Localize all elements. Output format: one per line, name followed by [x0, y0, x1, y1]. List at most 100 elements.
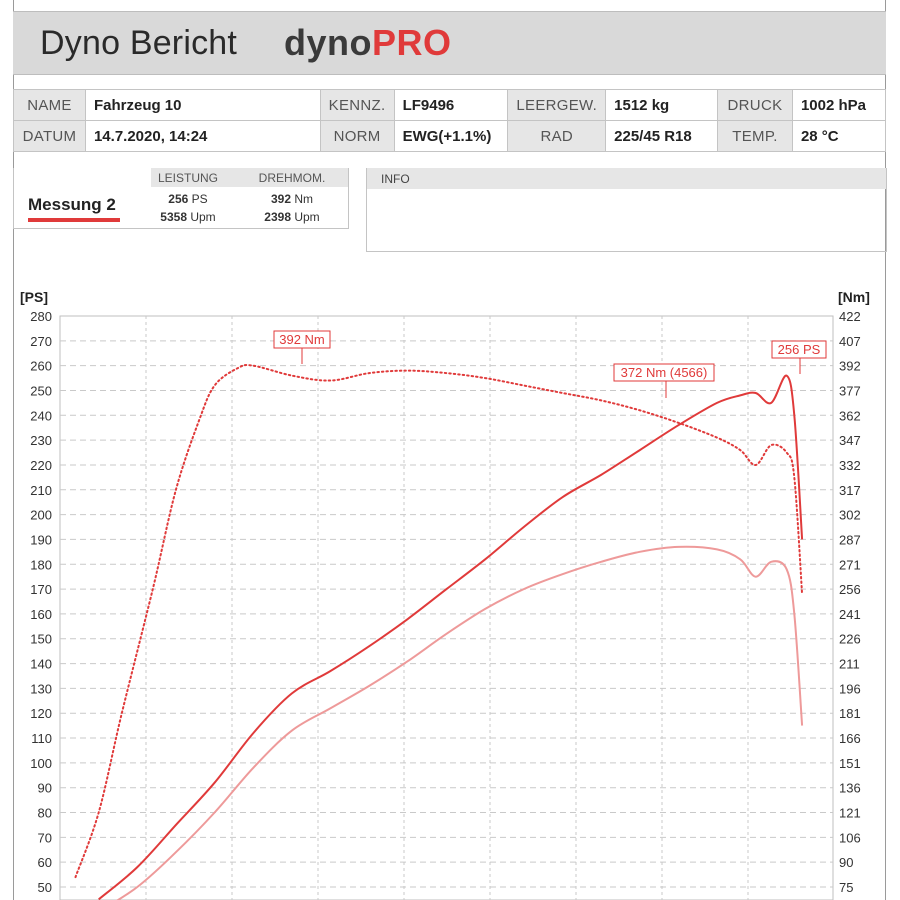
meta-value: 28 °C — [791, 120, 887, 152]
left-tick-label: 210 — [30, 483, 52, 498]
meta-value: 1002 hPa — [791, 89, 887, 121]
left-tick-label: 280 — [30, 309, 52, 324]
right-tick-label: 377 — [839, 383, 861, 398]
left-tick-label: 150 — [30, 632, 52, 647]
right-tick-label: 75 — [839, 880, 853, 895]
torque-rpm-unit: Upm — [294, 210, 320, 224]
measurement-summary: LEISTUNG DREHMOM. Messung 2 256 PS 5358 … — [13, 168, 349, 229]
right-tick-label: 287 — [839, 532, 861, 547]
torque-curve — [74, 364, 804, 879]
right-tick-label: 256 — [839, 582, 861, 597]
power-value: 256 PS — [154, 192, 222, 206]
power-column-header: LEISTUNG — [157, 171, 218, 185]
left-tick-label: 240 — [30, 408, 52, 423]
torque-column-header: DREHMOM. — [258, 171, 326, 185]
left-tick-label: 200 — [30, 508, 52, 523]
right-tick-label: 362 — [839, 408, 861, 423]
right-axis-unit: [Nm] — [838, 289, 870, 305]
meta-key: NAME — [13, 89, 86, 121]
info-header-bar — [367, 168, 886, 189]
power-curve-reference — [116, 545, 804, 900]
right-tick-label: 332 — [839, 458, 861, 473]
chart-series — [74, 364, 804, 900]
right-tick-label: 196 — [839, 681, 861, 696]
meta-key: LEERGEW. — [507, 89, 607, 121]
right-tick-label: 121 — [839, 806, 861, 821]
right-tick-label: 347 — [839, 433, 861, 448]
meta-row: NAME Fahrzeug 10 KENNZ. LF9496 LEERGEW. … — [13, 89, 887, 121]
info-panel: INFO — [366, 168, 887, 252]
brand-logo-part2: PRO — [372, 22, 452, 63]
measurement-name: Messung 2 — [28, 195, 116, 214]
info-label: INFO — [381, 172, 410, 186]
torque-rpm: 2398 Upm — [252, 210, 332, 224]
power-unit: PS — [191, 192, 208, 206]
left-tick-label: 230 — [30, 433, 52, 448]
torque-unit: Nm — [294, 192, 314, 206]
meta-row: DATUM 14.7.2020, 14:24 NORM EWG(+1.1%) R… — [13, 120, 887, 152]
vehicle-meta-table: NAME Fahrzeug 10 KENNZ. LF9496 LEERGEW. … — [13, 89, 887, 152]
torque-rpm-number: 2398 — [264, 210, 291, 224]
right-tick-label: 166 — [839, 731, 861, 746]
brand-logo: dynoPRO — [284, 22, 452, 64]
right-tick-label: 392 — [839, 359, 861, 374]
left-axis-ticks: 280 270 260 250 240 230 220 210 200 190 180 170 160 1… — [30, 309, 52, 895]
plot-frame — [59, 315, 834, 900]
left-tick-label: 60 — [38, 855, 52, 870]
title-bar: Dyno Bericht dynoPRO — [13, 11, 886, 75]
left-tick-label: 100 — [30, 756, 52, 771]
meta-key: KENNZ. — [319, 89, 395, 121]
left-tick-label: 250 — [30, 383, 52, 398]
right-tick-label: 317 — [839, 483, 861, 498]
left-tick-label: 130 — [30, 681, 52, 696]
power-rpm: 5358 Upm — [154, 210, 222, 224]
right-tick-label: 90 — [839, 855, 853, 870]
meta-key: RAD — [507, 120, 607, 152]
annotation-box — [771, 340, 827, 359]
meta-value: 14.7.2020, 14:24 — [84, 120, 321, 152]
power-rpm-unit: Upm — [190, 210, 216, 224]
left-tick-label: 120 — [30, 706, 52, 721]
brand-logo-part1: dyno — [284, 22, 372, 63]
meta-value: 225/45 R18 — [605, 120, 719, 152]
chart-grid — [59, 315, 834, 900]
meta-value: LF9496 — [393, 89, 509, 121]
right-tick-label: 407 — [839, 334, 861, 349]
left-tick-label: 50 — [38, 880, 52, 895]
chart-annotations: 392 Nm 372 Nm (4566) 256 PS — [273, 330, 827, 398]
meta-value: 1512 kg — [605, 89, 719, 121]
right-tick-label: 422 — [839, 309, 861, 324]
right-tick-label: 302 — [839, 508, 861, 523]
right-axis-ticks: 422 407 392 377 362 347 332 317 302 287 271 256 241 2… — [839, 309, 861, 895]
torque-value: 392 Nm — [252, 192, 332, 206]
meta-key: DRUCK — [717, 89, 793, 121]
meta-value: EWG(+1.1%) — [393, 120, 509, 152]
left-tick-label: 190 — [30, 532, 52, 547]
measurement-color-swatch — [28, 218, 120, 222]
annotation-label: 256 PS — [778, 342, 821, 357]
annotation-box — [273, 330, 331, 349]
left-tick-label: 70 — [38, 830, 52, 845]
power-number: 256 — [168, 192, 189, 206]
right-tick-label: 106 — [839, 830, 861, 845]
right-tick-label: 211 — [839, 657, 860, 672]
left-tick-label: 270 — [30, 334, 52, 349]
annotation-label: 372 Nm (4566) — [621, 365, 708, 380]
annotation-label: 392 Nm — [279, 332, 325, 347]
meta-key: DATUM — [13, 120, 86, 152]
left-tick-label: 80 — [38, 806, 52, 821]
left-tick-label: 260 — [30, 359, 52, 374]
right-tick-label: 226 — [839, 632, 861, 647]
right-tick-label: 151 — [839, 756, 861, 771]
right-tick-label: 271 — [839, 557, 861, 572]
left-tick-label: 220 — [30, 458, 52, 473]
left-tick-label: 180 — [30, 557, 52, 572]
right-tick-label: 241 — [839, 607, 861, 622]
meta-key: NORM — [319, 120, 395, 152]
power-rpm-number: 5358 — [160, 210, 187, 224]
annotation-box — [613, 363, 715, 382]
power-curve — [98, 374, 804, 900]
left-tick-label: 140 — [30, 657, 52, 672]
measurement-header-bar — [151, 168, 348, 187]
